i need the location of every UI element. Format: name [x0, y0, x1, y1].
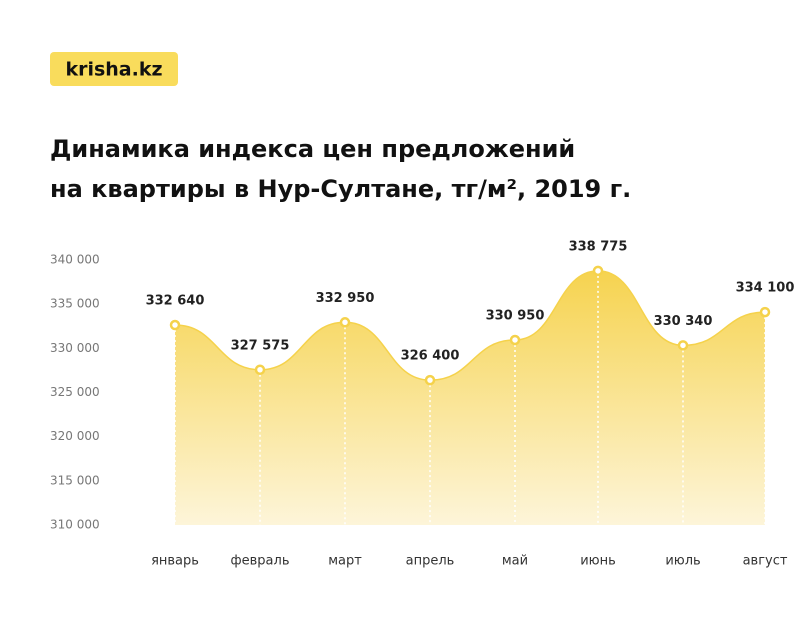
x-tick-label: февраль [231, 554, 290, 569]
value-label: 330 950 [486, 308, 545, 323]
y-tick-label: 325 000 [50, 385, 100, 399]
x-tick-label: июнь [580, 554, 616, 569]
value-label: 338 775 [569, 239, 628, 254]
brand: krisha.kz [65, 59, 162, 81]
y-tick-label: 340 000 [50, 253, 100, 267]
y-tick-label: 315 000 [50, 473, 100, 487]
value-label: 326 400 [401, 349, 460, 364]
value-label: 332 640 [146, 294, 205, 309]
brand-badge [50, 52, 178, 86]
point [339, 317, 351, 328]
x-tick-label: апрель [406, 554, 455, 569]
point [509, 334, 521, 346]
chart-title: на квартиры в Нур-Султане, тг/м², 2019 г… [50, 175, 631, 203]
chart-title: Динамика индекса цен предложений [50, 135, 575, 163]
point [169, 319, 181, 331]
x-tick-label: июль [665, 554, 700, 569]
point [254, 364, 266, 376]
x-tick-label: август [743, 554, 788, 569]
point [424, 374, 436, 386]
value-label: 332 950 [316, 291, 375, 306]
x-tick-label: май [502, 554, 528, 569]
area [175, 270, 765, 525]
area-line [174, 270, 766, 381]
point [759, 306, 771, 318]
point [592, 265, 604, 277]
x-tick-label: март [328, 554, 362, 569]
y-tick-label: 310 000 [50, 518, 100, 532]
point [677, 340, 689, 351]
x-tick-label: январь [151, 554, 199, 569]
y-tick-label: 320 000 [50, 429, 100, 443]
value-label: 330 340 [654, 314, 713, 329]
y-tick-label: 330 000 [50, 341, 100, 355]
y-tick-label: 335 000 [50, 297, 100, 311]
value-label: 334 100 [736, 281, 795, 296]
value-label: 327 575 [231, 338, 290, 353]
